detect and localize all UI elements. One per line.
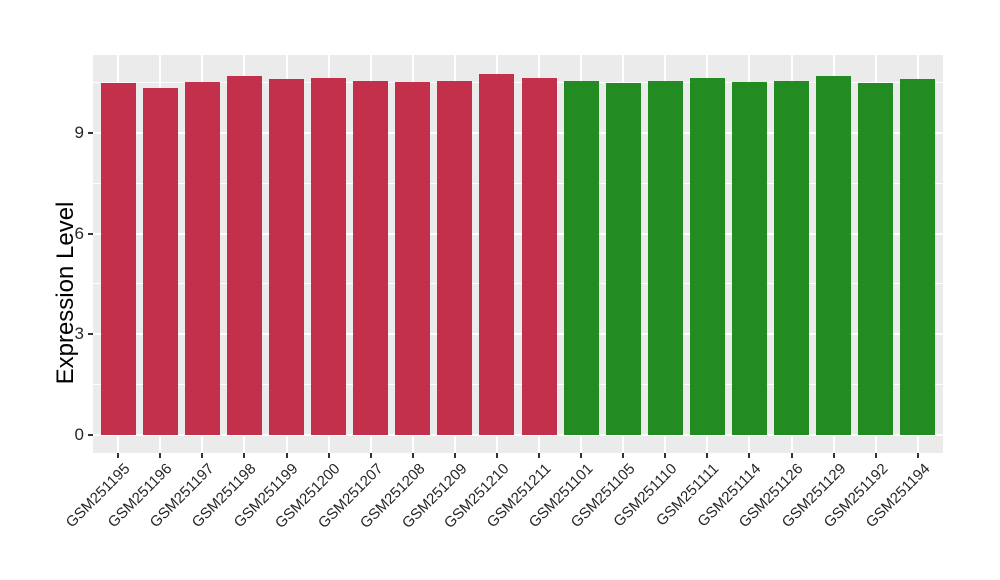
bar-GSM251126 (774, 81, 809, 435)
bar-GSM251110 (647, 80, 683, 435)
y-tick-label: 9 (74, 122, 84, 142)
x-tick-mark (243, 453, 246, 458)
x-tick-mark (916, 453, 919, 458)
bar-GSM251211 (521, 78, 557, 435)
bar-GSM251194 (900, 79, 936, 435)
bar-GSM251196 (142, 87, 178, 435)
x-tick-mark (580, 453, 583, 458)
y-tick-label: 0 (74, 424, 84, 444)
x-tick-mark (495, 453, 498, 458)
bar-GSM251105 (605, 82, 641, 435)
bar-GSM251197 (184, 81, 220, 435)
bar-GSM251198 (226, 75, 262, 435)
bar-GSM251207 (353, 80, 389, 435)
x-tick-mark (706, 453, 709, 458)
bar-GSM251192 (858, 82, 894, 435)
gridline-y-minor (93, 283, 943, 285)
x-tick-mark (117, 453, 120, 458)
bar-GSM251129 (816, 75, 852, 435)
y-tick-mark (88, 433, 93, 436)
gridline-y-major (93, 433, 943, 436)
plot-panel (93, 55, 943, 453)
x-tick-mark (411, 453, 414, 458)
bar-GSM251195 (100, 82, 136, 435)
gridline-y-minor (93, 384, 943, 386)
x-tick-mark (327, 453, 330, 458)
x-tick-mark (201, 453, 204, 458)
x-tick-mark (453, 453, 456, 458)
x-tick-mark (159, 453, 162, 458)
x-tick-mark (285, 453, 288, 458)
gridline-y-major (93, 131, 943, 134)
gridline-y-major (93, 232, 943, 235)
x-tick-mark (874, 453, 877, 458)
bar-GSM251200 (311, 77, 347, 435)
x-tick-mark (748, 453, 751, 458)
x-tick-mark (790, 453, 793, 458)
x-tick-mark (369, 453, 372, 458)
bar-GSM251209 (437, 80, 473, 435)
y-tick-mark (88, 333, 93, 336)
y-tick-mark (88, 131, 93, 134)
y-tick-label: 6 (74, 223, 84, 243)
bar-GSM251210 (479, 74, 515, 435)
bar-GSM251199 (269, 78, 305, 435)
gridline-y-minor (93, 182, 943, 184)
bar-GSM251114 (731, 81, 767, 435)
bar-GSM251208 (395, 81, 431, 435)
bar-GSM251111 (689, 78, 725, 435)
y-tick-mark (88, 232, 93, 235)
y-tick-label: 3 (74, 324, 84, 344)
x-tick-mark (664, 453, 667, 458)
x-tick-mark (538, 453, 541, 458)
bar-GSM251101 (563, 80, 599, 435)
x-tick-mark (832, 453, 835, 458)
x-tick-mark (622, 453, 625, 458)
gridline-y-minor (93, 82, 943, 84)
gridline-y-major (93, 333, 943, 336)
